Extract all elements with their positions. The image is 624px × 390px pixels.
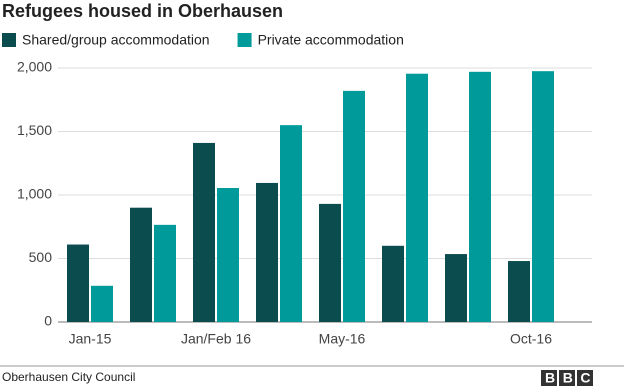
y-tick-label: 1,000 (17, 186, 52, 202)
bar (319, 203, 341, 322)
bar (154, 224, 176, 322)
y-tick-label: 500 (29, 249, 53, 265)
bar (193, 142, 215, 322)
bar (382, 245, 404, 322)
bar (256, 182, 278, 322)
legend-swatch (2, 33, 16, 47)
logo-text: BBC (545, 370, 598, 386)
bar (67, 244, 89, 322)
x-tick-label: Jan-15 (69, 331, 112, 347)
y-tick-label: 2,000 (17, 59, 52, 75)
y-tick-label: 1,500 (17, 122, 52, 138)
x-tick-label: Jan/Feb 16 (181, 331, 251, 347)
logo-box (577, 370, 593, 386)
x-tick-label: May-16 (319, 331, 366, 347)
bar (280, 125, 302, 323)
bar (217, 188, 239, 322)
bar (406, 73, 428, 322)
legend-label: Private accommodation (258, 32, 404, 48)
bar (532, 71, 554, 322)
x-tick-label: Oct-16 (510, 331, 552, 347)
source: Oberhausen City Council (2, 370, 135, 384)
bar (343, 90, 365, 322)
logo-box (541, 370, 557, 386)
bar (508, 261, 530, 322)
bar (130, 207, 152, 322)
chart-title: Refugees housed in Oberhausen (2, 1, 283, 21)
legend-label: Shared/group accommodation (22, 32, 210, 48)
bar (469, 71, 491, 322)
y-tick-label: 0 (44, 313, 52, 329)
legend-swatch (237, 33, 252, 47)
bar (445, 254, 467, 322)
bar (91, 285, 113, 322)
logo-box (559, 370, 575, 386)
logo: BBC (541, 370, 598, 386)
